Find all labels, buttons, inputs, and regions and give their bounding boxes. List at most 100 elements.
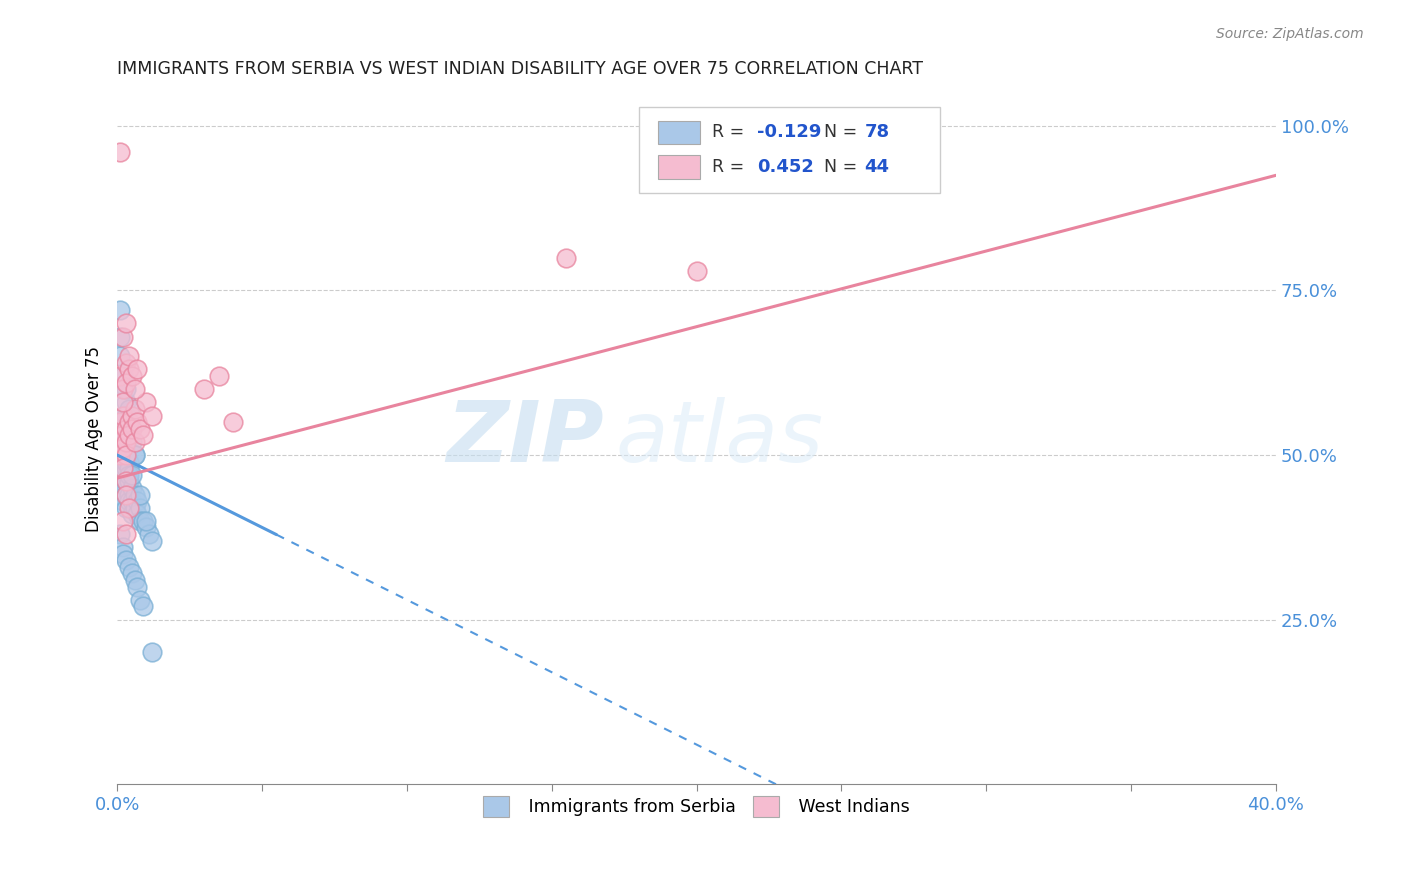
- Point: [141, 645, 163, 659]
- Point: [115, 475, 138, 489]
- Text: -0.129: -0.129: [756, 123, 821, 142]
- Point: [115, 382, 138, 396]
- Point: [111, 514, 134, 528]
- Point: [118, 428, 141, 442]
- Point: [124, 487, 146, 501]
- Point: [108, 487, 131, 501]
- Text: R =: R =: [711, 123, 749, 142]
- Point: [108, 448, 131, 462]
- Text: atlas: atlas: [616, 397, 824, 480]
- Point: [108, 329, 131, 343]
- Point: [108, 527, 131, 541]
- Point: [111, 428, 134, 442]
- Point: [118, 401, 141, 416]
- Point: [118, 362, 141, 376]
- Y-axis label: Disability Age Over 75: Disability Age Over 75: [86, 345, 103, 532]
- Point: [118, 415, 141, 429]
- Point: [124, 382, 146, 396]
- Point: [141, 533, 163, 548]
- Point: [108, 461, 131, 475]
- Point: [115, 553, 138, 567]
- Point: [111, 454, 134, 468]
- Point: [111, 481, 134, 495]
- Point: [111, 540, 134, 554]
- Point: [124, 401, 146, 416]
- Text: IMMIGRANTS FROM SERBIA VS WEST INDIAN DISABILITY AGE OVER 75 CORRELATION CHART: IMMIGRANTS FROM SERBIA VS WEST INDIAN DI…: [117, 60, 924, 78]
- Point: [115, 448, 138, 462]
- Point: [111, 369, 134, 384]
- Point: [111, 442, 134, 456]
- Text: R =: R =: [711, 158, 749, 176]
- Point: [111, 395, 134, 409]
- Point: [115, 434, 138, 449]
- Point: [118, 461, 141, 475]
- Point: [111, 409, 134, 423]
- Point: [685, 264, 707, 278]
- Point: [121, 566, 143, 581]
- Point: [127, 508, 149, 522]
- Point: [121, 467, 143, 482]
- Point: [118, 500, 141, 515]
- Point: [141, 409, 163, 423]
- Point: [124, 500, 146, 515]
- Point: [118, 475, 141, 489]
- Point: [108, 145, 131, 160]
- Point: [115, 442, 138, 456]
- Point: [127, 415, 149, 429]
- Point: [121, 508, 143, 522]
- Point: [115, 475, 138, 489]
- Point: [111, 428, 134, 442]
- Point: [129, 592, 152, 607]
- Point: [118, 560, 141, 574]
- Point: [108, 422, 131, 436]
- Text: 78: 78: [865, 123, 890, 142]
- Point: [111, 461, 134, 475]
- Point: [132, 428, 155, 442]
- Point: [115, 434, 138, 449]
- Point: [555, 251, 578, 265]
- Point: [115, 527, 138, 541]
- Point: [115, 395, 138, 409]
- FancyBboxPatch shape: [638, 107, 941, 194]
- Point: [121, 369, 143, 384]
- Point: [115, 487, 138, 501]
- Point: [111, 442, 134, 456]
- Point: [118, 349, 141, 363]
- Point: [111, 422, 134, 436]
- Point: [111, 547, 134, 561]
- Point: [135, 395, 157, 409]
- FancyBboxPatch shape: [658, 120, 700, 145]
- Point: [132, 599, 155, 614]
- Point: [115, 317, 138, 331]
- Point: [124, 448, 146, 462]
- Point: [115, 409, 138, 423]
- Point: [111, 382, 134, 396]
- Text: 44: 44: [865, 158, 890, 176]
- Point: [108, 303, 131, 318]
- Point: [124, 434, 146, 449]
- Point: [118, 415, 141, 429]
- Point: [111, 329, 134, 343]
- Point: [108, 448, 131, 462]
- FancyBboxPatch shape: [658, 155, 700, 178]
- Point: [121, 481, 143, 495]
- Point: [121, 494, 143, 508]
- Text: Source: ZipAtlas.com: Source: ZipAtlas.com: [1216, 27, 1364, 41]
- Point: [207, 369, 229, 384]
- Text: N =: N =: [824, 123, 863, 142]
- Point: [132, 514, 155, 528]
- Point: [108, 369, 131, 384]
- Point: [124, 448, 146, 462]
- Point: [108, 467, 131, 482]
- Text: 0.452: 0.452: [756, 158, 814, 176]
- Point: [108, 454, 131, 468]
- Text: ZIP: ZIP: [446, 397, 603, 480]
- Point: [115, 454, 138, 468]
- Point: [111, 494, 134, 508]
- Point: [135, 514, 157, 528]
- Point: [108, 475, 131, 489]
- Point: [129, 514, 152, 528]
- Point: [121, 422, 143, 436]
- Point: [121, 434, 143, 449]
- Point: [124, 573, 146, 587]
